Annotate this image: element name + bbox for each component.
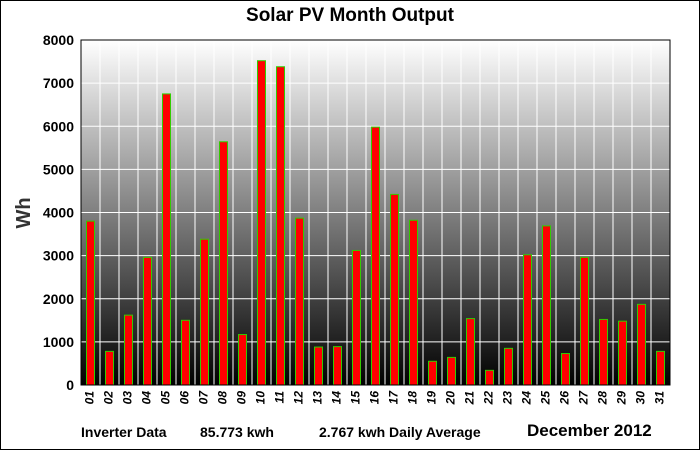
bar-day-27 bbox=[580, 256, 589, 386]
x-tick-label: 30 bbox=[634, 391, 648, 405]
bar-day-19 bbox=[428, 360, 437, 386]
footer-average: 2.767 kwh Daily Average bbox=[319, 424, 481, 440]
bar-day-10 bbox=[257, 60, 266, 386]
x-tick-label: 15 bbox=[349, 391, 363, 405]
y-tick-label: 3000 bbox=[43, 248, 74, 264]
x-tick-label: 07 bbox=[197, 390, 211, 405]
plot-border bbox=[80, 39, 671, 386]
x-tick-label: 03 bbox=[121, 391, 135, 405]
bar-day-04 bbox=[143, 256, 152, 386]
bar-day-02 bbox=[105, 350, 114, 386]
x-tick-label: 24 bbox=[520, 391, 534, 406]
x-tick-label: 31 bbox=[653, 391, 667, 405]
x-tick-label: 25 bbox=[539, 391, 553, 406]
x-tick-label: 16 bbox=[368, 391, 382, 405]
footer-period: December 2012 bbox=[527, 421, 652, 440]
bar-day-30 bbox=[637, 303, 646, 386]
bar-day-29 bbox=[618, 320, 627, 386]
x-tick-label: 13 bbox=[311, 391, 325, 405]
bar-day-09 bbox=[238, 334, 247, 386]
footer-source: Inverter Data bbox=[81, 424, 167, 440]
bar-day-16 bbox=[371, 126, 380, 386]
x-tick-label: 27 bbox=[577, 390, 591, 406]
x-tick-label: 14 bbox=[330, 391, 344, 405]
x-tick-label: 21 bbox=[463, 391, 477, 406]
x-tick-label: 12 bbox=[292, 391, 306, 405]
y-tick-label: 2000 bbox=[43, 291, 74, 307]
bar-day-15 bbox=[352, 249, 361, 386]
x-tick-label: 28 bbox=[596, 391, 610, 406]
bar-day-14 bbox=[333, 346, 342, 386]
x-tick-label: 23 bbox=[501, 391, 515, 406]
x-tick-label: 19 bbox=[425, 391, 439, 405]
x-tick-label: 09 bbox=[235, 391, 249, 405]
bar-day-07 bbox=[200, 238, 209, 386]
x-tick-labels: 01 02 03 04 05 06 07 08 09 10 11 12 13 14 15 16 17 18 19 20… bbox=[83, 390, 667, 406]
x-tick-label: 04 bbox=[140, 391, 154, 405]
bar-day-17 bbox=[390, 193, 399, 386]
x-tick-label: 01 bbox=[83, 391, 97, 405]
x-tick-label: 02 bbox=[102, 391, 116, 405]
bar-day-26 bbox=[561, 353, 570, 386]
chart-title: Solar PV Month Output bbox=[246, 5, 455, 26]
x-tick-label: 10 bbox=[254, 391, 268, 405]
bar-day-11 bbox=[276, 66, 285, 386]
bar-day-13 bbox=[314, 346, 323, 386]
y-tick-label: 5000 bbox=[43, 161, 74, 177]
bar-day-20 bbox=[447, 356, 456, 386]
bar-day-23 bbox=[504, 347, 513, 386]
bar-day-22 bbox=[485, 369, 494, 386]
y-tick-label: 8000 bbox=[43, 32, 74, 48]
y-tick-label: 1000 bbox=[43, 334, 74, 350]
y-tick-label: 0 bbox=[66, 377, 74, 393]
bar-day-18 bbox=[409, 219, 418, 386]
bar-day-06 bbox=[181, 319, 190, 386]
x-tick-label: 22 bbox=[482, 391, 496, 406]
y-tick-label: 7000 bbox=[43, 75, 74, 91]
x-tick-label: 06 bbox=[178, 391, 192, 405]
bar-day-08 bbox=[219, 141, 228, 386]
x-tick-label: 11 bbox=[273, 391, 287, 404]
bar-day-31 bbox=[656, 350, 665, 386]
x-tick-label: 26 bbox=[558, 391, 572, 406]
bar-day-01 bbox=[86, 220, 95, 386]
bar-day-25 bbox=[542, 225, 551, 386]
footer-total: 85.773 kwh bbox=[200, 424, 274, 440]
grid-lines bbox=[81, 39, 670, 386]
bar-day-24 bbox=[523, 254, 532, 386]
x-tick-label: 17 bbox=[387, 390, 401, 405]
bar-day-12 bbox=[295, 217, 304, 386]
y-axis-label: Wh bbox=[13, 197, 35, 228]
bar-day-03 bbox=[124, 314, 133, 386]
x-tick-label: 20 bbox=[444, 391, 458, 406]
x-tick-label: 05 bbox=[159, 391, 173, 405]
y-tick-label: 6000 bbox=[43, 118, 74, 134]
x-tick-label: 18 bbox=[406, 391, 420, 405]
x-tick-label: 29 bbox=[615, 391, 629, 406]
bar-day-05 bbox=[162, 93, 171, 386]
y-tick-labels: 0 1000 2000 3000 4000 5000 6000 7000 8000 bbox=[43, 32, 74, 393]
x-tick-label: 08 bbox=[216, 391, 230, 405]
bar-day-28 bbox=[599, 318, 608, 386]
y-tick-label: 4000 bbox=[43, 205, 74, 221]
bar-day-21 bbox=[466, 318, 475, 386]
